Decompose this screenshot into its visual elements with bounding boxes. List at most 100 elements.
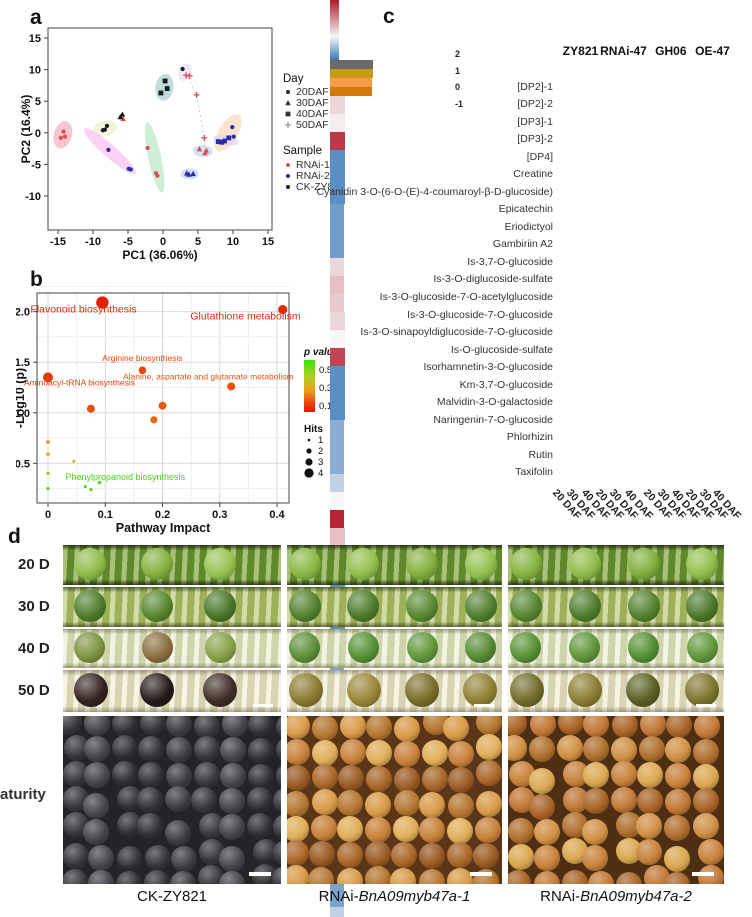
pca-x-tick: -15: [50, 236, 66, 248]
pod-seed: [626, 673, 661, 707]
maturity-seed: [311, 763, 338, 790]
pca-point: [285, 111, 291, 117]
pca-point: [222, 138, 227, 144]
pod-seed: [462, 673, 497, 707]
pca-plot-border: [47, 27, 273, 231]
maturity-seed: [390, 867, 417, 884]
maturity-seed: [697, 839, 724, 866]
pathway-point: [86, 404, 95, 413]
pvalue-tick: 0.1: [319, 401, 332, 412]
pca-point: [58, 135, 63, 140]
pca-legend-sample-item: RNAi-2: [296, 170, 330, 182]
pod-seed: [141, 590, 174, 622]
pod-row-label: 40 D: [18, 639, 50, 657]
pca-y-tick: 10: [29, 65, 41, 77]
maturity-seed: [137, 735, 164, 762]
maturity-seed: [663, 871, 690, 884]
maturity-seed: [639, 716, 666, 737]
pca-cluster-ellipse: [192, 145, 213, 158]
heatmap-group-bar: [330, 78, 372, 87]
pca-point: [215, 139, 221, 145]
heatmap-row-label: Is-O-glucoside-sulfate: [450, 343, 553, 356]
heatmap-row-label: Cyanidin 3-O-(6-O-(E)-4-coumaroyl-β-D-gl…: [316, 185, 553, 198]
maturity-seed: [636, 762, 663, 788]
maturity-photo: [287, 716, 502, 884]
pod-seed: [686, 590, 719, 622]
pathway-y-tick: 1.5: [16, 357, 30, 369]
pca-x-axis-title: PC1 (36.06%): [122, 248, 197, 262]
maturity-seed: [365, 817, 392, 844]
pathway-y-tick: 2.0: [16, 307, 30, 319]
maturity-seed: [137, 813, 163, 840]
maturity-seed: [247, 787, 274, 814]
pca-cluster-ellipse: [144, 122, 165, 193]
maturity-seed: [276, 736, 281, 763]
maturity-seed: [533, 845, 560, 871]
pod-seed: [465, 632, 497, 663]
heatmap-row-label: Phlorhizin: [506, 431, 553, 444]
maturity-seed: [219, 814, 246, 841]
photo-caption: RNAi-BnA09myb47a-2: [508, 888, 724, 905]
maturity-seed: [63, 869, 89, 884]
maturity-seed: [83, 761, 110, 788]
pod-seed: [204, 548, 237, 580]
maturity-seed: [393, 790, 420, 817]
heatmap-row-label: Taxifolin: [515, 466, 553, 479]
heatmap-row-label: [DP2]-2: [517, 98, 553, 111]
heatmap-cell: [330, 438, 345, 457]
pca-point: [106, 147, 111, 152]
maturity-seed: [144, 844, 171, 871]
maturity-seed: [508, 843, 535, 870]
maturity-seed: [611, 760, 638, 787]
heatmap-row-label: Rutin: [528, 448, 553, 461]
pca-x-tick: 15: [262, 236, 274, 248]
pca-point: [62, 134, 68, 139]
heatmap-cell: [330, 420, 345, 439]
pod-seed: [288, 590, 321, 622]
maturity-seed: [272, 814, 281, 841]
maturity-seed: [394, 741, 421, 768]
pathway-x-tick: 0.4: [269, 509, 285, 521]
maturity-seed: [472, 842, 499, 869]
pod-photo: [287, 629, 502, 668]
pod-photo: [63, 670, 281, 712]
pod-seed: [204, 590, 237, 622]
maturity-seed: [422, 740, 449, 767]
maturity-seed: [170, 845, 197, 872]
maturity-seed: [116, 871, 143, 884]
pca-point: [202, 150, 208, 156]
pod-seed: [568, 590, 601, 622]
maturity-seed: [170, 871, 197, 884]
heatmap-row-label: Is-3-O-diglucoside-sulfate: [433, 273, 553, 286]
pathway-point-label: Aminoacyl-tRNA biosynthesis: [24, 377, 135, 387]
maturity-seed: [446, 867, 473, 884]
pod-photo: [63, 545, 281, 585]
pathway-point: [158, 401, 167, 410]
heatmap-row-label: [DP3]-2: [517, 133, 553, 146]
maturity-seed: [165, 737, 192, 764]
maturity-seed: [272, 839, 281, 866]
heatmap-group-label: OE-47: [695, 44, 730, 58]
pca-cluster-ellipse: [214, 114, 242, 152]
maturity-seed: [366, 716, 393, 741]
pathway-point: [46, 486, 50, 491]
pod-seed: [684, 673, 719, 707]
heatmap-cell: [330, 114, 345, 133]
maturity-seed: [287, 739, 310, 766]
pathway-point-label: Flavonoid biosynthesis: [30, 304, 136, 316]
pod-row-label: 20 D: [18, 556, 50, 573]
maturity-seed: [561, 869, 588, 884]
pca-point: [230, 125, 235, 130]
pca-x-tick: 10: [227, 236, 239, 248]
pod-seed: [74, 673, 109, 707]
heatmap-row-label: Naringenin-7-O-glucoside: [433, 413, 553, 426]
pca-cluster-ellipse: [53, 120, 73, 149]
pca-y-axis-title: PC2 (16.4%): [20, 95, 33, 164]
pca-point: [128, 167, 133, 172]
pathway-point: [150, 416, 158, 424]
heatmap-cell: [330, 132, 345, 151]
maturity-seed: [166, 716, 193, 738]
pathway-point: [72, 459, 76, 463]
pod-seed: [464, 548, 497, 580]
heatmap-cell: [330, 294, 345, 313]
